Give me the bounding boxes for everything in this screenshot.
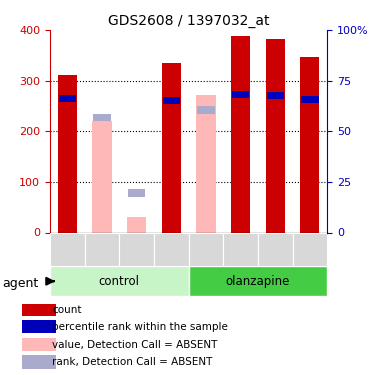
Bar bbox=[22, 320, 56, 333]
Bar bbox=[94, 114, 110, 121]
Text: agent: agent bbox=[2, 277, 38, 290]
Bar bbox=[162, 63, 181, 232]
Bar bbox=[127, 217, 146, 232]
Text: value, Detection Call = ABSENT: value, Detection Call = ABSENT bbox=[52, 340, 218, 350]
Bar bbox=[189, 266, 327, 296]
Text: percentile rank within the sample: percentile rank within the sample bbox=[52, 322, 228, 332]
Bar bbox=[198, 106, 214, 114]
Bar bbox=[119, 232, 154, 266]
Text: olanzapine: olanzapine bbox=[226, 275, 290, 288]
Bar bbox=[163, 98, 180, 104]
Bar bbox=[293, 232, 327, 266]
Bar bbox=[59, 95, 76, 102]
Text: count: count bbox=[52, 305, 82, 315]
Bar bbox=[128, 189, 145, 196]
Bar bbox=[85, 232, 119, 266]
Bar bbox=[231, 36, 250, 232]
Bar bbox=[300, 57, 320, 232]
Bar bbox=[301, 96, 318, 104]
Bar bbox=[154, 232, 189, 266]
Bar bbox=[223, 232, 258, 266]
Text: rank, Detection Call = ABSENT: rank, Detection Call = ABSENT bbox=[52, 357, 213, 368]
Bar bbox=[58, 75, 77, 232]
Bar bbox=[92, 121, 112, 232]
Title: GDS2608 / 1397032_at: GDS2608 / 1397032_at bbox=[108, 13, 270, 28]
Bar bbox=[22, 355, 56, 369]
Bar bbox=[22, 338, 56, 351]
Bar bbox=[258, 232, 293, 266]
Bar bbox=[196, 95, 216, 232]
Text: control: control bbox=[99, 275, 140, 288]
Bar bbox=[266, 39, 285, 232]
Bar bbox=[189, 232, 223, 266]
Bar bbox=[50, 266, 189, 296]
Bar bbox=[232, 91, 249, 98]
Bar bbox=[22, 303, 56, 316]
Bar bbox=[267, 92, 284, 99]
Bar bbox=[50, 232, 85, 266]
